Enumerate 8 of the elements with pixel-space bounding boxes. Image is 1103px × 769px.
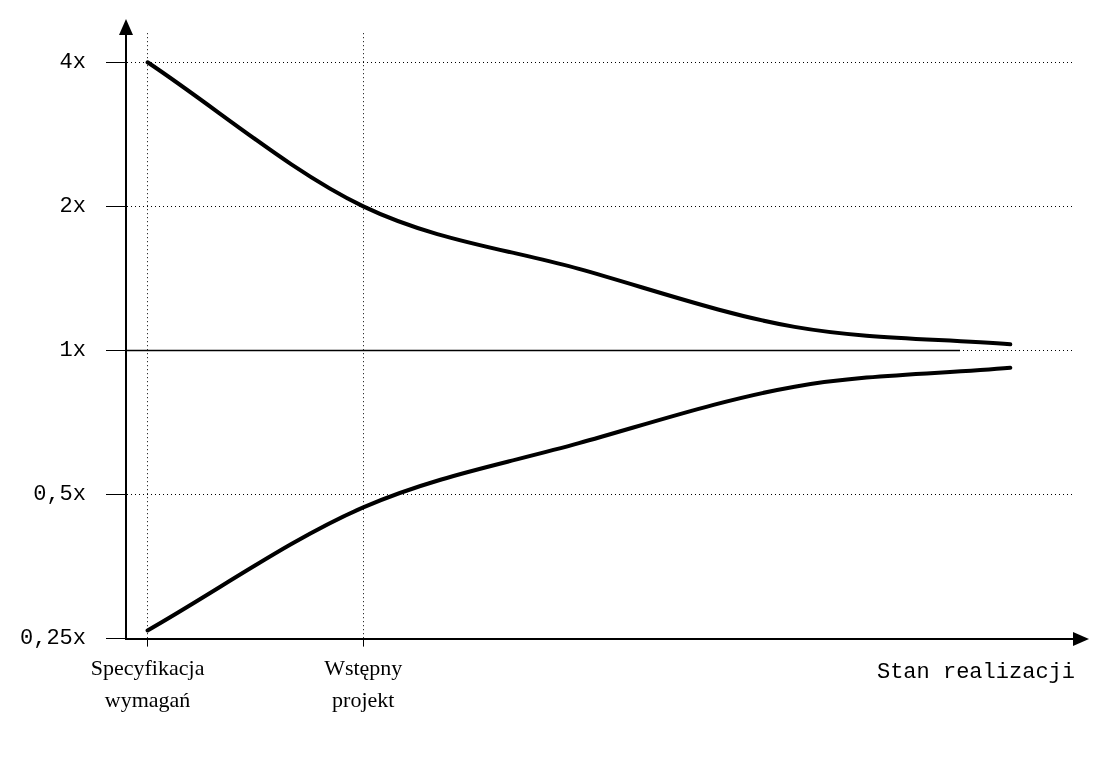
x-axis-title: Stan realizacji [876, 659, 1075, 685]
y-tick-label: 2x [59, 194, 87, 220]
y-tick-label: 0,25x [20, 626, 87, 652]
y-tick-label: 4x [59, 50, 87, 76]
x-tick-label: Specyfikacja wymagań [90, 655, 205, 713]
y-tick-label: 1x [59, 338, 87, 364]
x-tick-label: Wstępny projekt [324, 655, 403, 713]
y-tick-label: 0,5x [33, 482, 87, 508]
